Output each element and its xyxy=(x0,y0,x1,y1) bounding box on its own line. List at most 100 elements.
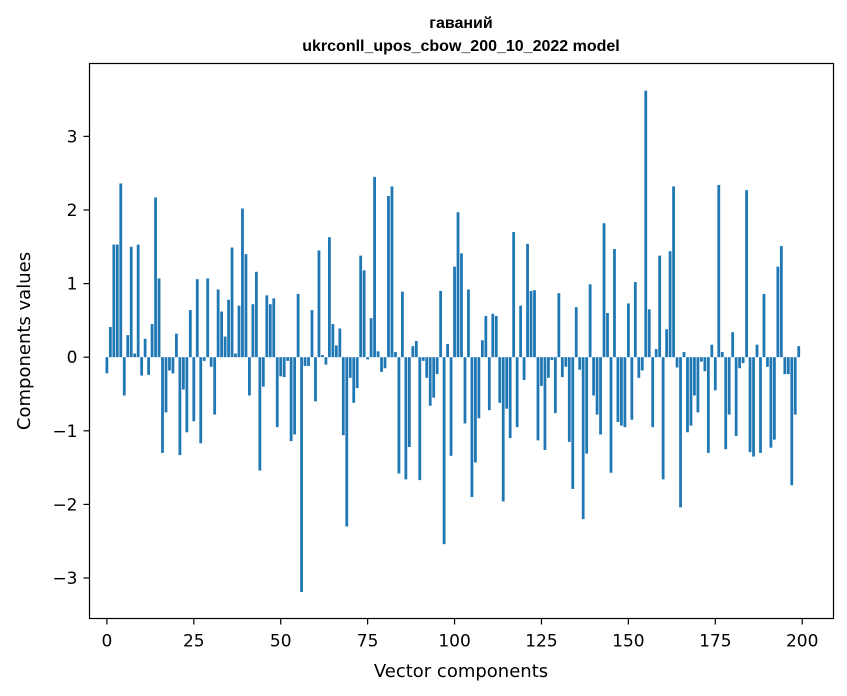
y-tick-label: −3 xyxy=(52,569,77,589)
bar xyxy=(626,303,630,358)
bar xyxy=(477,357,481,419)
bar xyxy=(661,357,665,480)
bar xyxy=(508,357,512,439)
bar xyxy=(668,251,672,358)
bar xyxy=(717,184,721,358)
bar xyxy=(536,357,540,441)
bar xyxy=(567,357,571,442)
bar xyxy=(703,357,707,372)
bar xyxy=(529,290,533,358)
bar xyxy=(560,357,564,378)
bar xyxy=(637,357,641,378)
y-tick-label: 3 xyxy=(67,127,78,147)
bar xyxy=(286,357,290,361)
bar xyxy=(658,255,662,358)
bar xyxy=(425,357,429,378)
bar xyxy=(185,357,189,433)
bar xyxy=(446,343,449,358)
bar xyxy=(261,357,265,387)
bar xyxy=(359,255,363,358)
bar xyxy=(397,357,401,474)
bar xyxy=(592,357,595,396)
bar xyxy=(682,352,686,358)
x-tick-label: 25 xyxy=(183,632,205,652)
bar xyxy=(178,357,182,456)
bar xyxy=(710,344,714,358)
bar xyxy=(550,357,554,361)
y-axis-label: Components values xyxy=(14,252,35,430)
bar xyxy=(480,340,484,358)
bar xyxy=(630,357,634,420)
bar xyxy=(195,279,199,358)
bar xyxy=(494,315,498,358)
bar xyxy=(574,307,578,358)
bar xyxy=(790,357,794,486)
bar xyxy=(293,357,297,435)
bar xyxy=(126,335,130,358)
x-tick-label: 0 xyxy=(101,632,112,652)
bar xyxy=(223,336,227,358)
bar xyxy=(755,344,759,358)
bar xyxy=(616,357,620,422)
bar xyxy=(268,304,272,358)
bar xyxy=(362,270,366,358)
bar xyxy=(505,357,509,409)
bar xyxy=(644,90,648,358)
bar xyxy=(213,357,217,415)
bar xyxy=(373,176,376,358)
bar xyxy=(352,357,356,403)
bar xyxy=(533,290,536,358)
bar xyxy=(275,357,279,428)
bar xyxy=(620,357,623,426)
bar xyxy=(713,357,717,391)
x-tick-label: 100 xyxy=(438,632,470,652)
bar xyxy=(265,295,269,358)
bar xyxy=(724,357,728,450)
bar xyxy=(328,237,331,358)
bar xyxy=(456,212,460,358)
bar xyxy=(199,357,203,444)
bar xyxy=(428,357,432,406)
bar xyxy=(345,357,349,527)
bar xyxy=(279,357,283,377)
x-axis-ticks: 0 25 50 75 100 125 150 175 200 xyxy=(101,618,818,652)
bar xyxy=(338,328,342,358)
bar xyxy=(303,357,307,367)
bar xyxy=(108,327,112,358)
bar xyxy=(230,247,234,358)
bar xyxy=(665,329,669,358)
bar xyxy=(578,357,582,370)
bar xyxy=(421,357,425,361)
bar xyxy=(216,289,220,358)
bar xyxy=(595,357,599,415)
bar xyxy=(432,357,436,398)
bar xyxy=(540,357,543,386)
bar xyxy=(321,354,324,358)
bar xyxy=(282,357,286,378)
bar xyxy=(449,357,453,456)
bar xyxy=(251,304,255,358)
bar xyxy=(143,338,147,358)
bar xyxy=(689,357,693,426)
bar xyxy=(693,357,696,396)
bar xyxy=(470,357,474,498)
bar xyxy=(171,357,175,374)
bar xyxy=(522,357,526,381)
bar xyxy=(192,357,196,422)
bar xyxy=(766,357,769,367)
bar xyxy=(526,243,529,358)
bar xyxy=(272,298,276,358)
bar xyxy=(776,266,780,358)
bar xyxy=(168,357,171,371)
bar xyxy=(467,289,470,358)
bar xyxy=(741,357,745,364)
bar xyxy=(307,357,310,367)
bar xyxy=(314,357,317,402)
bar xyxy=(640,357,644,371)
plot-frame xyxy=(88,62,835,620)
bar xyxy=(675,357,679,368)
bar xyxy=(484,315,488,358)
bar xyxy=(150,324,154,358)
bar xyxy=(401,291,404,358)
bar xyxy=(122,357,126,396)
